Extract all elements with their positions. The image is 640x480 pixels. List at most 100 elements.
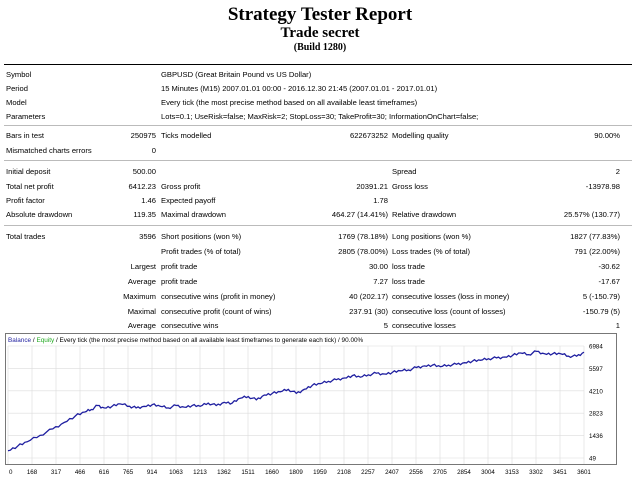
profit-factor-label: Profit factor: [6, 196, 45, 205]
absolute-drawdown-label: Absolute drawdown: [6, 210, 73, 219]
legend-rest: / Every tick (the most precise method ba…: [54, 337, 363, 344]
x-tick-label: 2705: [433, 469, 447, 476]
total-trades-value: 3596: [139, 232, 156, 241]
period-label: Period: [6, 84, 28, 93]
average-consecutive-wins-label: consecutive wins: [161, 321, 219, 330]
average-consecutive-label: Average: [127, 321, 156, 330]
gross-loss-value: -13978.98: [585, 182, 620, 191]
short-positions-value: 1769 (78.18%): [338, 232, 388, 241]
average-consecutive-losses-value: 1: [615, 321, 620, 330]
loss-trades-label: Loss trades (% of total): [392, 247, 471, 256]
x-tick-label: 914: [147, 469, 158, 476]
y-tick-label: 49: [589, 456, 596, 463]
relative-drawdown-value: 25.57% (130.77): [563, 210, 620, 219]
section-divider: [4, 160, 632, 161]
x-tick-label: 2556: [409, 469, 423, 476]
y-tick-label: 6984: [589, 344, 603, 351]
maximal-drawdown-label: Maximal drawdown: [161, 210, 226, 219]
parameters-value: Lots=0.1; UseRisk=false; MaxRisk=2; Stop…: [161, 112, 479, 121]
modelling-quality-value: 90.00%: [594, 131, 620, 140]
long-positions-value: 1827 (77.83%): [570, 232, 620, 241]
maximal-consecutive-loss-label: consecutive loss (count of losses): [392, 307, 506, 316]
y-tick-label: 4210: [589, 388, 603, 395]
y-axis-ticks: 6984 5597 4210 2823 1436 49: [589, 344, 603, 463]
loss-trades-value: 791 (22.00%): [574, 247, 620, 256]
x-tick-label: 3004: [481, 469, 495, 476]
header-separator: [4, 64, 632, 65]
y-tick-label: 1436: [589, 433, 603, 440]
section-divider: [4, 125, 632, 126]
gross-profit-label: Gross profit: [161, 182, 201, 191]
gross-loss-label: Gross loss: [392, 182, 428, 191]
modelling-quality-label: Modelling quality: [392, 131, 449, 140]
profit-factor-value: 1.46: [141, 196, 156, 205]
symbol-value: GBPUSD (Great Britain Pound vs US Dollar…: [161, 70, 312, 79]
mismatched-errors-value: 0: [151, 146, 156, 155]
chart-grid: [7, 345, 585, 464]
expected-payoff-value: 1.78: [373, 196, 388, 205]
largest-label: Largest: [130, 262, 156, 271]
x-tick-label: 1063: [169, 469, 183, 476]
max-consecutive-wins-label: consecutive wins (profit in money): [161, 292, 276, 301]
initial-deposit-label: Initial deposit: [6, 167, 51, 176]
maximum-label: Maximum: [123, 292, 156, 301]
average-consecutive-losses-label: consecutive losses: [392, 321, 456, 330]
legend-equity: Equity: [36, 337, 55, 344]
maximal-label: Maximal: [127, 307, 156, 316]
largest-loss-value: -30.62: [598, 262, 620, 271]
average-consecutive-wins-value: 5: [383, 321, 388, 330]
long-positions-label: Long positions (won %): [392, 232, 471, 241]
x-tick-label: 2854: [457, 469, 471, 476]
y-tick-label: 2823: [589, 411, 603, 418]
average-loss-label: loss trade: [392, 277, 425, 286]
average-label: Average: [127, 277, 156, 286]
balance-chart: Balance / Equity / Every tick (the most …: [5, 333, 617, 476]
average-profit-value: 7.27: [373, 277, 388, 286]
net-profit-label: Total net profit: [6, 182, 54, 191]
gross-profit-value: 20391.21: [356, 182, 388, 191]
x-tick-label: 1809: [289, 469, 303, 476]
expected-payoff-label: Expected payoff: [161, 196, 216, 205]
maximal-consecutive-profit-label: consecutive profit (count of wins): [161, 307, 272, 316]
bars-in-test-label: Bars in test: [6, 131, 44, 140]
average-profit-label: profit trade: [161, 277, 198, 286]
short-positions-label: Short positions (won %): [161, 232, 242, 241]
report-title: Strategy Tester Report: [227, 4, 413, 25]
maximal-consecutive-profit-value: 237.91 (30): [349, 307, 388, 316]
profit-trades-label: Profit trades (% of total): [161, 247, 241, 256]
largest-profit-label: profit trade: [161, 262, 198, 271]
average-loss-value: -17.67: [598, 277, 620, 286]
x-tick-label: 1511: [241, 469, 255, 476]
model-value: Every tick (the most precise method base…: [161, 98, 418, 107]
section-divider: [4, 225, 632, 226]
build-number: (Build 1280): [293, 42, 347, 53]
chart-frame: [5, 333, 617, 465]
absolute-drawdown-value: 119.35: [133, 210, 156, 219]
period-value: 15 Minutes (M15) 2007.01.01 00:00 - 2016…: [161, 84, 438, 93]
x-tick-label: 1213: [193, 469, 207, 476]
x-tick-label: 3601: [577, 469, 591, 476]
x-tick-label: 3451: [553, 469, 567, 476]
spread-label: Spread: [392, 167, 417, 176]
x-tick-label: 1660: [265, 469, 279, 476]
x-tick-label: 1959: [313, 469, 327, 476]
y-tick-label: 5597: [589, 366, 603, 373]
maximal-consecutive-loss-value: -150.79 (5): [582, 307, 620, 316]
max-consecutive-losses-value: 5 (-150.79): [582, 292, 620, 301]
x-tick-label: 1362: [217, 469, 231, 476]
largest-profit-value: 30.00: [368, 262, 388, 271]
balance-line: [7, 350, 585, 452]
relative-drawdown-label: Relative drawdown: [392, 210, 457, 219]
bars-in-test-value: 250975: [130, 131, 156, 140]
x-axis-ticks: 0 168 317 466 616 765 914 1063 1213 1362 1511 1660 1…: [9, 469, 591, 476]
maximal-drawdown-value: 464.27 (14.41%): [331, 210, 388, 219]
x-tick-label: 765: [123, 469, 134, 476]
symbol-label: Symbol: [6, 70, 32, 79]
x-tick-label: 0: [9, 469, 13, 476]
largest-loss-label: loss trade: [392, 262, 425, 271]
x-tick-label: 2257: [361, 469, 375, 476]
initial-deposit-value: 500.00: [132, 167, 156, 176]
x-tick-label: 317: [51, 469, 62, 476]
x-tick-label: 2407: [385, 469, 399, 476]
legend-balance: Balance: [8, 337, 32, 344]
